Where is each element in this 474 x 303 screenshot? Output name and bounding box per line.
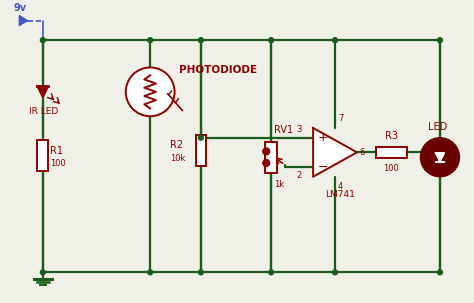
Circle shape: [269, 38, 273, 43]
Text: −: −: [318, 161, 328, 174]
Circle shape: [40, 270, 46, 275]
Text: 2: 2: [296, 171, 301, 180]
Bar: [196, 135, 206, 166]
Circle shape: [438, 38, 442, 43]
Bar: [37, 140, 48, 171]
Circle shape: [420, 138, 459, 177]
Circle shape: [438, 270, 442, 275]
Text: 9v: 9v: [14, 3, 27, 13]
Circle shape: [263, 160, 270, 166]
Text: R3: R3: [384, 131, 398, 141]
Text: R1: R1: [50, 146, 63, 156]
Text: RV1: RV1: [274, 125, 293, 135]
Circle shape: [199, 270, 203, 275]
Circle shape: [269, 270, 273, 275]
Circle shape: [40, 38, 46, 43]
Text: 100: 100: [50, 158, 65, 168]
Text: 4: 4: [338, 181, 343, 191]
Polygon shape: [313, 128, 357, 177]
Text: PHOTODIODE: PHOTODIODE: [180, 65, 257, 75]
Polygon shape: [436, 153, 444, 161]
Text: 100: 100: [383, 164, 399, 173]
Circle shape: [333, 270, 337, 275]
Bar: [265, 142, 277, 173]
Circle shape: [148, 38, 153, 43]
Text: 10k: 10k: [170, 154, 185, 163]
Text: R2: R2: [170, 140, 183, 150]
Circle shape: [126, 68, 174, 116]
Text: 1k: 1k: [274, 180, 284, 189]
Circle shape: [199, 38, 203, 43]
Text: LED: LED: [428, 122, 447, 132]
Circle shape: [333, 38, 337, 43]
Circle shape: [148, 270, 153, 275]
Bar: [375, 147, 407, 158]
Text: 6: 6: [359, 148, 365, 157]
Polygon shape: [19, 16, 27, 25]
Circle shape: [199, 135, 203, 140]
Polygon shape: [37, 86, 48, 97]
Text: 7: 7: [338, 114, 343, 123]
Text: +: +: [318, 131, 328, 144]
Text: 3: 3: [296, 125, 301, 134]
Text: IR LED: IR LED: [29, 108, 58, 116]
Circle shape: [263, 148, 270, 155]
Text: LM741: LM741: [325, 190, 355, 199]
